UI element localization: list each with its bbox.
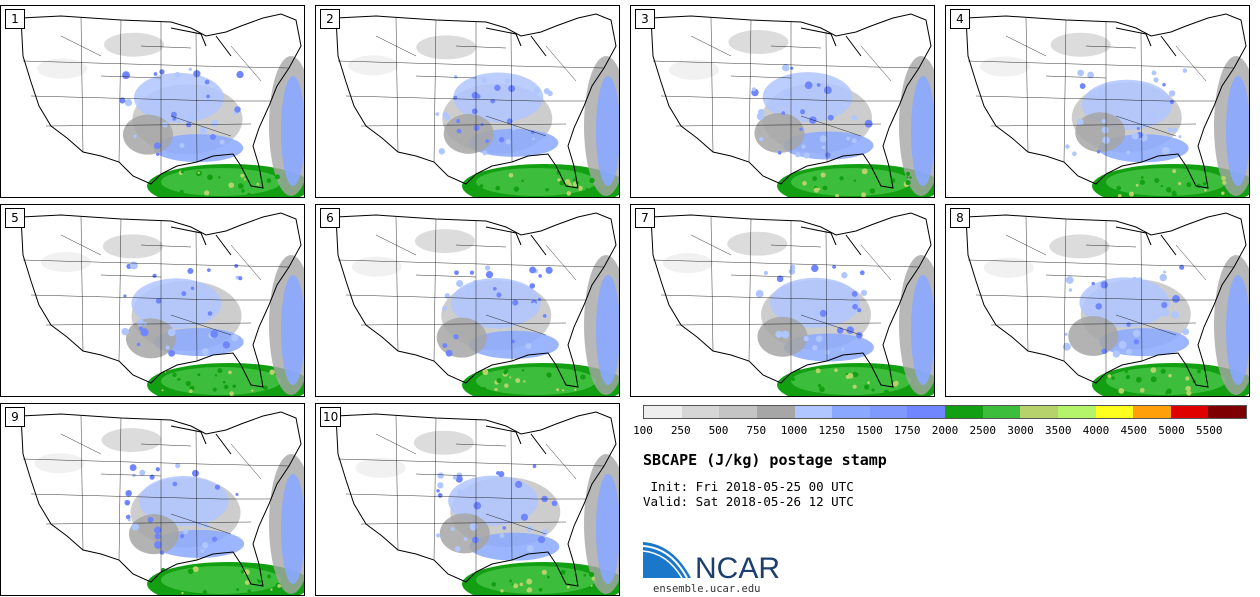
colorbar-swatch bbox=[681, 406, 720, 418]
colorbar-tick-label: 1500 bbox=[856, 424, 883, 437]
init-time: Init: Fri 2018-05-25 00 UTC bbox=[643, 479, 854, 494]
colorbar-tick-label: 5500 bbox=[1196, 424, 1223, 437]
panel-number: 5 bbox=[5, 208, 25, 228]
page-title: SBCAPE (J/kg) postage stamp bbox=[643, 451, 887, 469]
ncar-logo: NCAR bbox=[643, 542, 780, 585]
colorbar-tick-label: 1000 bbox=[780, 424, 808, 437]
colorbar-swatch bbox=[1095, 406, 1134, 418]
colorbar-tick-label: 100 bbox=[633, 424, 653, 437]
colorbar-swatch bbox=[719, 406, 757, 418]
colorbar-tick-label: 500 bbox=[708, 424, 729, 437]
stamp-panel-6[interactable]: 6 bbox=[315, 204, 620, 397]
stamp-panel-3[interactable]: 3 bbox=[630, 5, 935, 198]
stamp-panel-1[interactable]: 1 bbox=[0, 5, 305, 198]
site-url: ensemble.ucar.edu bbox=[653, 583, 761, 595]
map-image bbox=[335, 411, 619, 595]
colorbar-swatch bbox=[832, 406, 870, 418]
colorbar-swatch bbox=[982, 406, 1021, 418]
colorbar-swatch bbox=[1170, 406, 1209, 418]
stamp-panel-10[interactable]: 10 bbox=[315, 403, 620, 596]
panel-number: 6 bbox=[320, 208, 340, 228]
map-image bbox=[650, 13, 934, 197]
colorbar-swatch bbox=[1133, 406, 1171, 418]
colorbar-ticks: 100 250 500 750 1000 1250 1500 1750 2000 2500 3000… bbox=[633, 424, 1247, 438]
stamp-panel-2[interactable]: 2 bbox=[315, 5, 620, 198]
stamp-panel-9[interactable]: 9 bbox=[0, 403, 305, 596]
colorbar-tick-label: 1250 bbox=[818, 424, 846, 437]
colorbar-swatch bbox=[1208, 406, 1246, 418]
colorbar-swatch bbox=[945, 406, 983, 418]
panel-number: 9 bbox=[5, 407, 25, 427]
colorbar-tick-label: 4000 bbox=[1082, 424, 1110, 437]
stamp-panel-4[interactable]: 4 bbox=[945, 5, 1250, 198]
map-image bbox=[20, 411, 304, 595]
colorbar-tick-label: 2500 bbox=[969, 424, 997, 437]
colorbar-tick-label: 4500 bbox=[1120, 424, 1148, 437]
colorbar-swatch bbox=[1057, 406, 1096, 418]
valid-time: Valid: Sat 2018-05-26 12 UTC bbox=[643, 494, 854, 509]
colorbar-swatch bbox=[644, 406, 682, 418]
panel-number: 4 bbox=[950, 9, 970, 29]
colorbar-tick-label: 3000 bbox=[1007, 424, 1034, 437]
colorbar-tick-label: 5000 bbox=[1158, 424, 1185, 437]
panel-number: 3 bbox=[635, 9, 655, 29]
map-image bbox=[650, 212, 934, 396]
logo-text: NCAR bbox=[695, 552, 780, 585]
map-image bbox=[20, 13, 304, 197]
stamp-panel-5[interactable]: 5 bbox=[0, 204, 305, 397]
colorbar-swatch bbox=[756, 406, 795, 418]
panel-number: 7 bbox=[635, 208, 655, 228]
colorbar-tick-label: 250 bbox=[670, 424, 691, 437]
map-image bbox=[965, 13, 1249, 197]
colorbar-tick-label: 3500 bbox=[1045, 424, 1072, 437]
colorbar bbox=[643, 405, 1247, 419]
panel-number: 1 bbox=[5, 9, 25, 29]
panel-number: 10 bbox=[320, 407, 342, 427]
colorbar-swatch bbox=[907, 406, 945, 418]
map-image bbox=[20, 212, 304, 396]
map-image bbox=[335, 212, 619, 396]
stamp-panel-7[interactable]: 7 bbox=[630, 204, 935, 397]
colorbar-tick-label: 750 bbox=[746, 424, 767, 437]
colorbar-swatch bbox=[1020, 406, 1058, 418]
map-image bbox=[335, 13, 619, 197]
colorbar-tick-label: 2000 bbox=[931, 424, 959, 437]
stamp-panel-8[interactable]: 8 bbox=[945, 204, 1250, 397]
panel-number: 2 bbox=[320, 9, 340, 29]
panel-number: 8 bbox=[950, 208, 970, 228]
colorbar-swatch bbox=[869, 406, 908, 418]
colorbar-tick-label: 1750 bbox=[894, 424, 921, 437]
map-image bbox=[965, 212, 1249, 396]
colorbar-swatch bbox=[794, 406, 833, 418]
